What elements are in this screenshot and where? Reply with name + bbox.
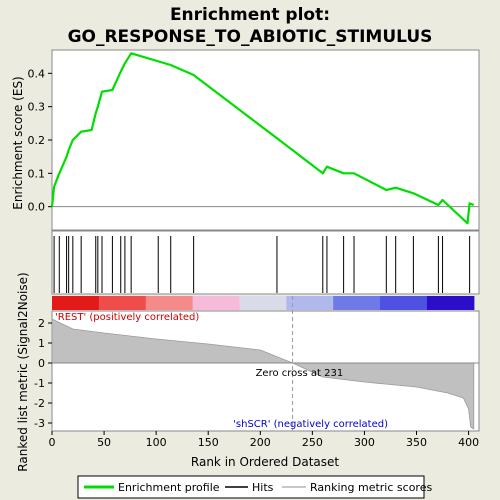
x-tick-label: 150 — [198, 436, 219, 449]
x-tick-label: 100 — [146, 436, 167, 449]
x-tick-label: 400 — [458, 436, 479, 449]
x-tick-label: 50 — [97, 436, 111, 449]
es-y-tick-label: 0.1 — [28, 167, 46, 180]
heat-segment — [426, 296, 475, 310]
chart-title-line1: Enrichment plot: — [170, 5, 330, 25]
metric-y-tick-label: -3 — [34, 417, 45, 430]
ranking-heat-bar — [52, 296, 475, 310]
chart-title-line2: GO_RESPONSE_TO_ABIOTIC_STIMULUS — [68, 27, 433, 47]
metric-y-axis-label: Ranked list metric (Signal2Noise) — [16, 272, 30, 471]
x-tick-label: 350 — [406, 436, 427, 449]
heat-segment — [380, 296, 428, 310]
heat-segment — [239, 296, 287, 310]
legend-metric-label: Ranking metric scores — [310, 481, 432, 494]
x-axis-label: Rank in Ordered Dataset — [191, 455, 339, 469]
es-y-tick-label: 0.4 — [28, 67, 46, 80]
es-y-tick-label: 0.2 — [28, 134, 46, 147]
legend-box — [77, 475, 425, 499]
heat-segment — [333, 296, 381, 310]
hits-layer — [53, 236, 471, 293]
heat-segment — [98, 296, 147, 310]
x-tick-label: 200 — [250, 436, 271, 449]
heat-segment — [52, 296, 100, 310]
heat-segment — [192, 296, 241, 310]
es-y-tick-label: 0.0 — [28, 201, 46, 214]
metric-y-tick-label: 2 — [38, 317, 45, 330]
x-tick-label: 300 — [354, 436, 375, 449]
es-panel — [51, 49, 480, 231]
metric-y-tick-label: -2 — [34, 397, 45, 410]
legend-enrichment-label: Enrichment profile — [118, 481, 220, 494]
heat-segment — [145, 296, 194, 310]
metric-y-tick-label: -1 — [34, 377, 45, 390]
legend-hits-label: Hits — [252, 481, 274, 494]
x-axis: 0 50 100 150 200 250 300 350 400 — [49, 431, 479, 449]
es-y-axis-label: Enrichment score (ES) — [11, 76, 25, 209]
es-layer: 0.0 0.1 0.2 0.3 0.4 — [28, 52, 479, 225]
hits-panel — [51, 230, 480, 295]
positive-class-label: 'REST' (positively correlated) — [55, 312, 199, 323]
heat-segment — [286, 296, 334, 310]
metric-y-tick-label: 1 — [38, 337, 45, 350]
metric-y-tick-label: 0 — [38, 357, 45, 370]
x-tick-label: 250 — [302, 436, 323, 449]
metric-layer: Zero cross at 231 2 1 0 -1 -2 -3 — [34, 296, 479, 431]
negative-class-label: 'shSCR' (negatively correlated) — [233, 419, 388, 430]
x-tick-label: 0 — [49, 436, 56, 449]
es-y-tick-label: 0.3 — [28, 101, 46, 114]
zero-cross-label: Zero cross at 231 — [256, 368, 344, 379]
enrichment-profile-line — [50, 52, 475, 225]
ranking-metric-area — [51, 318, 475, 430]
